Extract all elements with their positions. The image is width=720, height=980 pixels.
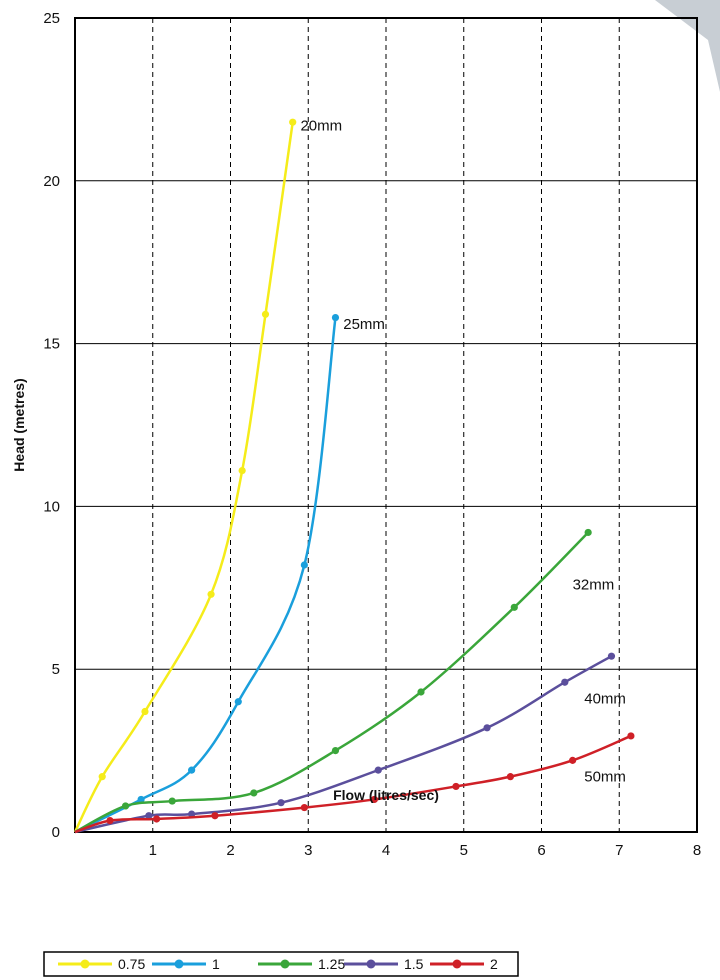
data-point bbox=[153, 815, 161, 823]
legend-swatch-marker bbox=[452, 959, 462, 969]
data-point bbox=[261, 310, 270, 318]
data-point bbox=[300, 803, 308, 812]
y-tick-label: 20 bbox=[43, 173, 60, 190]
data-point bbox=[277, 799, 285, 807]
data-point bbox=[417, 688, 425, 696]
series-1 bbox=[73, 118, 297, 833]
annotations: 20mm 25mm 32mm 40mm 50mm bbox=[300, 117, 625, 785]
legend-swatch-marker bbox=[80, 959, 90, 969]
legend-label: 1.5 bbox=[404, 956, 424, 972]
y-axis-label: Head (metres) bbox=[11, 378, 27, 471]
data-point bbox=[627, 732, 635, 740]
series-line bbox=[74, 655, 613, 834]
y-tick-label: 15 bbox=[43, 336, 60, 353]
data-point bbox=[289, 118, 297, 126]
series-line bbox=[74, 734, 632, 834]
series-line bbox=[73, 122, 294, 833]
data-point bbox=[584, 528, 592, 537]
legend: 0.75 1 1.25 1.5 2 bbox=[43, 951, 519, 977]
x-tick-label: 7 bbox=[615, 842, 623, 859]
series-4 bbox=[74, 652, 616, 834]
data-point bbox=[234, 698, 242, 706]
legend-label: 1 bbox=[212, 956, 220, 972]
grid bbox=[75, 18, 697, 832]
tick-labels: 1 2 3 4 5 6 7 8 0 5 10 15 20 25 bbox=[43, 10, 701, 859]
pipe-size-label: 25mm bbox=[343, 316, 385, 333]
pipe-size-label: 40mm bbox=[584, 691, 626, 708]
data-point bbox=[168, 797, 176, 805]
x-tick-label: 4 bbox=[382, 842, 390, 859]
data-point bbox=[506, 773, 514, 781]
y-tick-label: 25 bbox=[43, 10, 60, 27]
x-tick-label: 6 bbox=[537, 842, 545, 859]
data-point bbox=[483, 724, 491, 732]
data-point bbox=[561, 678, 569, 686]
series-line bbox=[74, 317, 337, 834]
series-2 bbox=[74, 313, 340, 834]
plot-frame bbox=[74, 17, 698, 833]
data-point bbox=[121, 802, 130, 810]
data-point bbox=[331, 313, 340, 322]
x-tick-label: 3 bbox=[304, 842, 312, 859]
legend-label: 1.25 bbox=[318, 956, 345, 972]
data-point bbox=[452, 782, 460, 791]
data-point bbox=[250, 789, 258, 797]
data-point bbox=[141, 707, 149, 716]
x-tick-label: 8 bbox=[693, 842, 701, 859]
data-point bbox=[374, 766, 382, 774]
data-point bbox=[207, 590, 215, 598]
legend-swatch-marker bbox=[366, 959, 376, 969]
series-5 bbox=[74, 732, 635, 834]
data-point bbox=[300, 561, 308, 569]
data-point bbox=[145, 812, 153, 820]
data-point bbox=[106, 817, 114, 825]
legend-swatch-marker bbox=[280, 959, 290, 969]
data-point bbox=[188, 810, 196, 818]
pipe-size-label: 20mm bbox=[300, 117, 342, 134]
data-point bbox=[569, 756, 577, 764]
data-point bbox=[188, 766, 196, 774]
corner-decoration bbox=[655, 0, 720, 92]
data-point bbox=[238, 466, 246, 475]
legend-label: 2 bbox=[490, 956, 498, 972]
y-tick-label: 10 bbox=[43, 498, 60, 515]
data-point bbox=[370, 795, 378, 804]
x-tick-label: 1 bbox=[149, 842, 157, 859]
y-tick-label: 5 bbox=[52, 661, 60, 678]
x-axis-label: Flow (litres/sec) bbox=[333, 787, 439, 803]
pipe-size-label: 50mm bbox=[584, 769, 626, 786]
pipe-size-label: 32mm bbox=[573, 577, 615, 594]
legend-label: 0.75 bbox=[118, 956, 145, 972]
data-point bbox=[211, 812, 219, 820]
series-3 bbox=[74, 528, 592, 834]
data-point bbox=[98, 773, 106, 781]
series-group bbox=[73, 118, 635, 834]
data-point bbox=[607, 652, 616, 660]
legend-swatch-marker bbox=[174, 959, 184, 969]
data-point bbox=[510, 603, 518, 611]
data-point bbox=[137, 795, 145, 804]
y-tick-label: 0 bbox=[52, 824, 60, 841]
x-tick-label: 5 bbox=[460, 842, 468, 859]
data-point bbox=[331, 747, 340, 755]
x-tick-label: 2 bbox=[226, 842, 234, 859]
